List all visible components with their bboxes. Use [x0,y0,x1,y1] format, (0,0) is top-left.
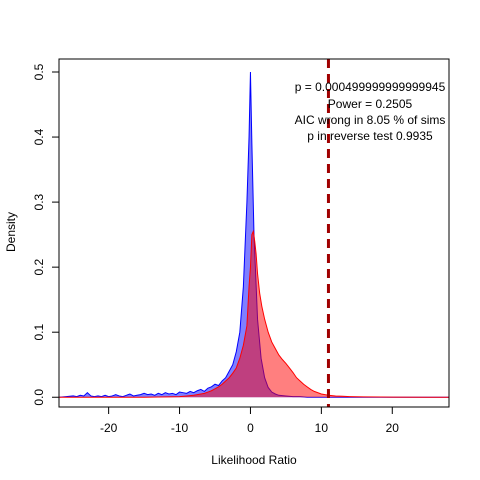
stats-annotation: p = 0.000499999999999945 Power = 0.2505 … [295,80,446,143]
x-tick-label: 0 [247,421,254,435]
y-axis-title: Density [4,212,18,252]
annotation-p-value: p = 0.000499999999999945 [295,80,446,94]
annotation-aic-wrong: AIC wrong in 8.05 % of sims [295,113,446,127]
y-tick-label: 0.1 [32,324,46,341]
x-tick-label: 10 [315,421,329,435]
x-axis-title: Likelihood Ratio [211,453,297,467]
density-line-2 [59,229,449,398]
y-axis: 0.0 0.1 0.2 0.3 0.4 0.5 [32,63,60,406]
y-tick-label: 0.0 [32,389,46,406]
x-axis: -20 -10 0 10 20 [100,406,400,435]
x-tick-label: -20 [100,421,118,435]
x-tick-label: -10 [171,421,189,435]
y-tick-label: 0.2 [32,258,46,275]
y-tick-label: 0.5 [32,63,46,80]
y-tick-label: 0.4 [32,128,46,145]
y-tick-label: 0.3 [32,193,46,210]
series-layer [58,71,449,398]
annotation-power: Power = 0.2505 [328,97,413,111]
x-tick-label: 20 [386,421,400,435]
density-area-2 [59,231,449,398]
annotation-reverse-test: p in reverse test 0.9935 [307,129,433,143]
